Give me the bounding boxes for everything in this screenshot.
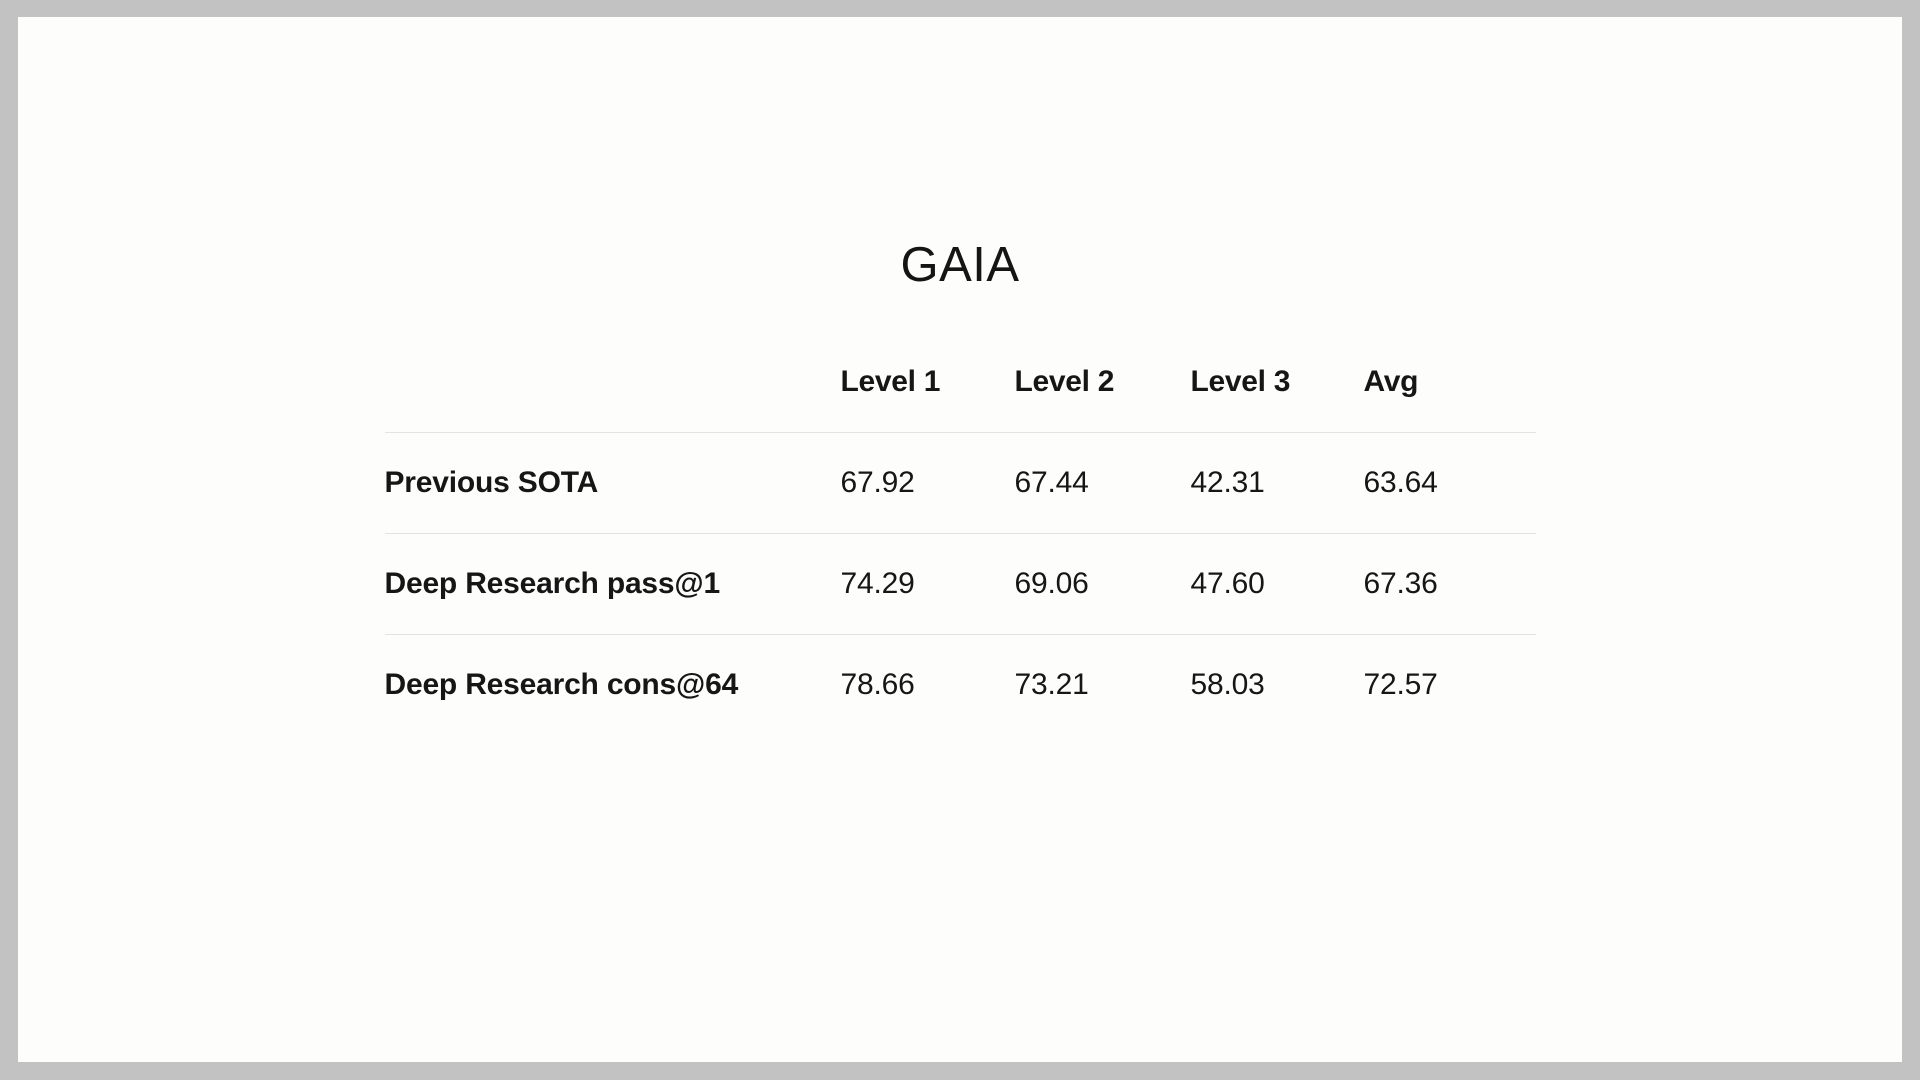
slide-content: GAIA Level 1 Level 2 Level 3 Avg Previou…	[384, 238, 1536, 736]
cell-value: 74.29	[840, 566, 915, 600]
cell-value: 69.06	[1014, 566, 1089, 600]
cell-value: 63.64	[1363, 465, 1438, 499]
table-row-deep-research-pass1: Deep Research pass@1 74.29 69.06 47.60 6…	[384, 534, 1536, 635]
table-row-previous-sota: Previous SOTA 67.92 67.44 42.31 63.64	[384, 433, 1536, 534]
column-header-level-2: Level 2	[1014, 364, 1115, 398]
row-label: Deep Research cons@64	[384, 668, 739, 702]
row-label: Deep Research pass@1	[384, 566, 721, 600]
page-title: GAIA	[900, 238, 1020, 292]
cell-value: 67.36	[1363, 566, 1438, 600]
column-header-level-3: Level 3	[1190, 364, 1291, 398]
slide-page: GAIA Level 1 Level 2 Level 3 Avg Previou…	[18, 17, 1902, 1062]
table-row-deep-research-cons64: Deep Research cons@64 78.66 73.21 58.03 …	[385, 635, 1536, 736]
cell-value: 67.44	[1014, 465, 1089, 499]
column-header-avg: Avg	[1363, 364, 1419, 398]
table-header-row: Level 1 Level 2 Level 3 Avg	[384, 364, 1536, 433]
cell-value: 42.31	[1190, 465, 1265, 499]
cell-value: 67.92	[840, 465, 915, 499]
cell-value: 72.57	[1363, 668, 1438, 702]
cell-value: 58.03	[1190, 668, 1265, 702]
column-header-level-1: Level 1	[840, 364, 941, 398]
cell-value: 47.60	[1190, 566, 1265, 600]
cell-value: 73.21	[1014, 668, 1089, 702]
cell-value: 78.66	[840, 668, 915, 702]
row-label: Previous SOTA	[384, 465, 599, 499]
benchmark-table: Level 1 Level 2 Level 3 Avg Previous SOT…	[384, 364, 1536, 736]
